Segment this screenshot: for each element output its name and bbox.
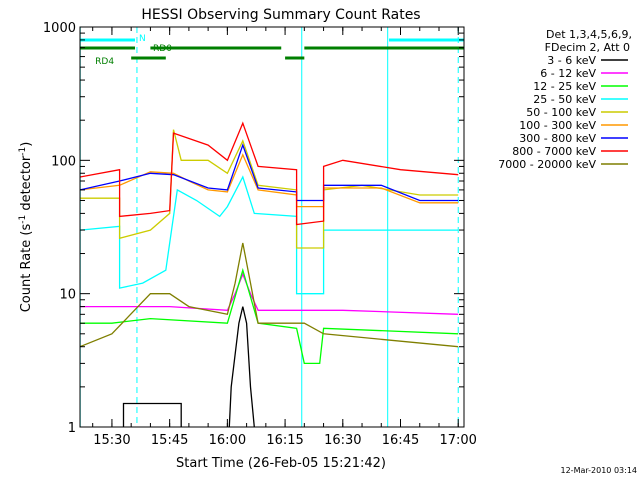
series-line-4 xyxy=(80,129,459,249)
series-line-7 xyxy=(80,121,459,226)
x-tick-label-2: 16:00 xyxy=(209,433,246,448)
x-tick-label-4: 16:30 xyxy=(324,433,361,448)
legend-label-4: 50 - 100 keV xyxy=(526,106,596,119)
legend-header-line2: FDecim 2, Att 0 xyxy=(545,41,630,54)
flag-layer: N RD0 RD4 xyxy=(80,34,464,67)
y-tick-label-3: 1000 xyxy=(43,21,76,36)
series-line-3 xyxy=(80,175,459,295)
legend-label-0: 3 - 6 keV xyxy=(547,54,596,67)
legend-label-8: 7000 - 20000 keV xyxy=(498,158,596,171)
legend-label-1: 6 - 12 keV xyxy=(540,67,596,80)
y-axis-label: Count Rate (s-1 detector-1) xyxy=(18,142,34,313)
plot-area xyxy=(79,27,459,427)
series-line-5 xyxy=(80,153,459,208)
chart-title: HESSI Observing Summary Count Rates xyxy=(141,7,420,23)
series-line-8 xyxy=(80,242,459,348)
legend-label-2: 12 - 25 keV xyxy=(533,80,596,93)
flag-label-rd0: RD0 xyxy=(153,44,172,54)
legend-label-5: 100 - 300 keV xyxy=(519,119,596,132)
y-tick-label-1: 10 xyxy=(59,288,76,303)
timestamp: 12-Mar-2010 03:14 xyxy=(561,466,638,475)
x-tick-label-0: 15:30 xyxy=(93,433,130,448)
series-layer xyxy=(80,121,459,427)
series-line-0 xyxy=(122,306,255,427)
y-tick-label-0: 1 xyxy=(68,421,76,436)
plot-frame xyxy=(79,26,465,428)
legend-label-3: 25 - 50 keV xyxy=(533,93,596,106)
x-axis-label: Start Time (26-Feb-05 15:21:42) xyxy=(176,456,386,471)
series-line-6 xyxy=(80,143,459,202)
legend-label-6: 300 - 800 keV xyxy=(519,132,596,145)
flag-label-n: N xyxy=(139,34,146,44)
x-tick-label-6: 17:00 xyxy=(439,433,476,448)
legend: Det 1,3,4,5,6,9, FDecim 2, Att 0 3 - 6 k… xyxy=(498,28,632,171)
legend-label-7: 800 - 7000 keV xyxy=(512,145,596,158)
x-tick-label-3: 16:15 xyxy=(266,433,303,448)
y-axis-ticks: 1 10 100 1000 xyxy=(43,21,464,436)
x-tick-label-5: 16:45 xyxy=(382,433,419,448)
x-axis-ticks: 15:30 15:45 16:00 16:15 16:30 16:45 17:00 xyxy=(92,27,477,448)
flag-label-rd4: RD4 xyxy=(95,57,114,67)
y-tick-label-2: 100 xyxy=(51,154,76,169)
legend-header-line1: Det 1,3,4,5,6,9, xyxy=(546,28,632,41)
x-tick-label-1: 15:45 xyxy=(151,433,188,448)
